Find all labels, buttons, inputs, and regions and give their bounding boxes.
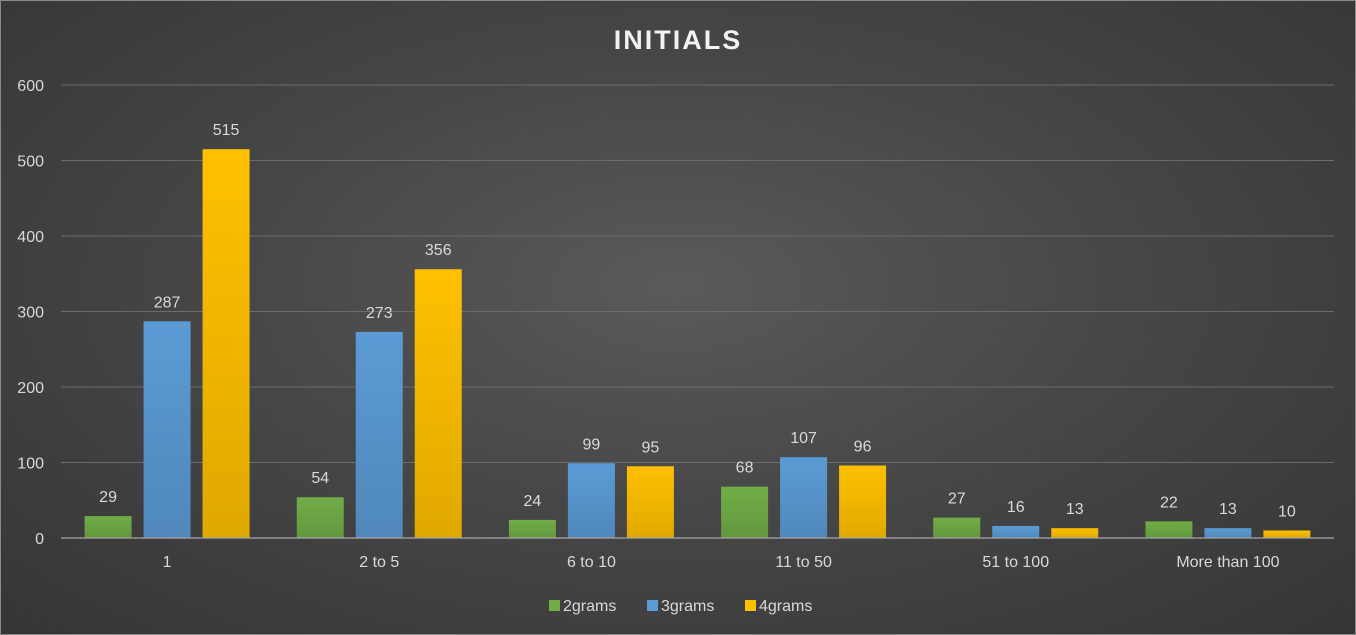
data-label: 54 — [311, 470, 329, 487]
data-label: 22 — [1160, 494, 1178, 511]
x-tick-label: 2 to 5 — [359, 554, 399, 571]
bar-4grams — [1051, 528, 1099, 538]
bar-4grams — [626, 466, 674, 538]
data-label: 27 — [948, 491, 966, 508]
x-tick-label: 51 to 100 — [982, 554, 1049, 571]
y-tick-label: 0 — [35, 531, 44, 548]
bar-3grams — [567, 463, 615, 538]
bar-4grams — [1263, 530, 1311, 538]
data-label: 10 — [1278, 503, 1296, 520]
bar-2grams — [508, 519, 556, 538]
legend: 2grams 3grams 4grams — [549, 598, 812, 615]
data-label: 29 — [99, 489, 117, 506]
data-label: 24 — [524, 493, 542, 510]
x-axis-ticks: 1 2 to 5 6 to 10 11 to 50 51 to 100 More than… — [163, 554, 1280, 571]
data-label: 95 — [642, 439, 660, 456]
legend-label-4grams: 4grams — [759, 598, 812, 615]
chart-title: INITIALS — [614, 25, 743, 55]
data-label: 68 — [736, 460, 754, 477]
data-label: 16 — [1007, 499, 1025, 516]
data-labels: 29 287 515 54 273 356 24 99 95 68 107 96 27 16 13 22 13 1… — [99, 122, 1296, 520]
x-tick-label: More than 100 — [1176, 554, 1279, 571]
bar-2grams — [933, 517, 981, 538]
y-tick-label: 300 — [17, 305, 44, 322]
bar-2grams — [1145, 521, 1193, 538]
bar-3grams — [1204, 528, 1252, 538]
legend-swatch-2grams — [549, 600, 560, 611]
y-tick-label: 200 — [17, 380, 44, 397]
bar-4grams — [839, 465, 887, 538]
data-label: 13 — [1219, 501, 1237, 518]
bar-4grams — [202, 149, 250, 539]
y-tick-label: 600 — [17, 78, 44, 95]
data-label: 96 — [854, 439, 872, 456]
data-label: 107 — [790, 430, 817, 447]
data-label: 356 — [425, 242, 452, 259]
legend-swatch-4grams — [745, 600, 756, 611]
bar-4grams — [414, 269, 462, 538]
legend-swatch-3grams — [647, 600, 658, 611]
x-tick-label: 11 to 50 — [775, 554, 832, 571]
bar-2grams — [84, 516, 132, 538]
y-tick-label: 400 — [17, 229, 44, 246]
bar-2grams — [721, 486, 769, 538]
gridlines — [61, 84, 1334, 463]
data-label: 515 — [213, 122, 240, 139]
legend-label-2grams: 2grams — [563, 598, 616, 615]
bar-3grams — [780, 457, 828, 538]
legend-label-3grams: 3grams — [661, 598, 714, 615]
y-tick-label: 500 — [17, 154, 44, 171]
bar-3grams — [992, 525, 1040, 538]
data-label: 99 — [583, 436, 601, 453]
bar-3grams — [143, 321, 191, 538]
bar-3grams — [355, 331, 403, 538]
y-tick-label: 100 — [17, 456, 44, 473]
data-label: 287 — [154, 294, 181, 311]
data-label: 13 — [1066, 501, 1084, 518]
y-axis-ticks: 0 100 200 300 400 500 600 — [17, 78, 44, 548]
data-label: 273 — [366, 305, 393, 322]
x-tick-label: 1 — [163, 554, 172, 571]
x-tick-label: 6 to 10 — [567, 554, 616, 571]
bar-2grams — [296, 497, 344, 538]
bars — [61, 149, 1334, 539]
